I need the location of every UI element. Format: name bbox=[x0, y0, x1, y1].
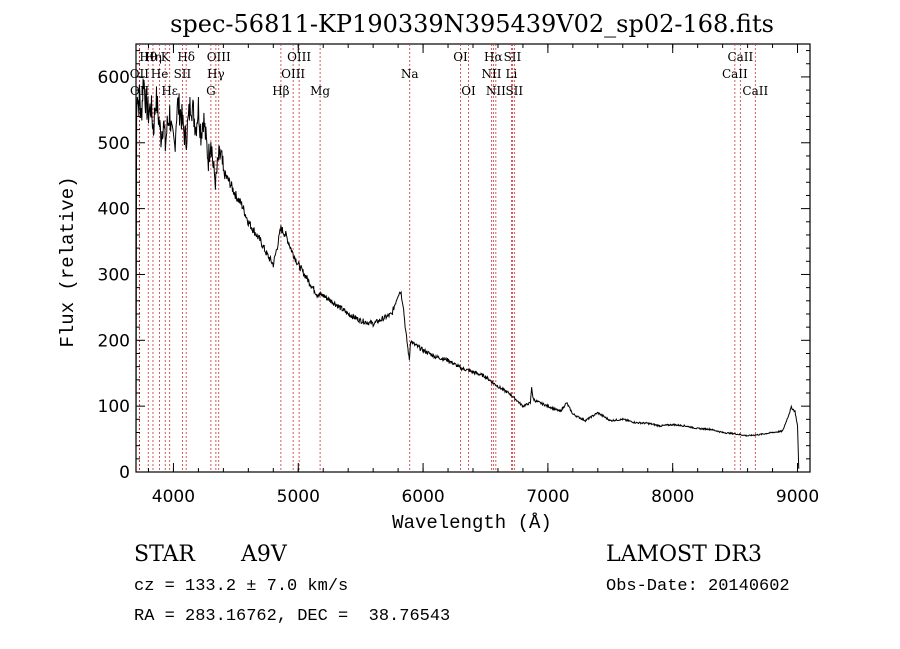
line-label-2: K bbox=[161, 50, 171, 64]
x-tick-label-4: 8000 bbox=[651, 487, 694, 507]
x-tick-label-3: 7000 bbox=[526, 487, 569, 507]
plot-frame bbox=[135, 43, 811, 473]
line-label-0: Hθ bbox=[139, 50, 157, 64]
y-tick-label-1: 100 bbox=[98, 397, 130, 417]
x-tick-label-0: 4000 bbox=[152, 487, 195, 507]
line-label-9: CaII bbox=[727, 50, 753, 64]
line-label-26: SII bbox=[505, 84, 523, 98]
redshift-velocity: cz = 133.2 ± 7.0 km/s bbox=[134, 577, 348, 596]
spectral-line-markers bbox=[138, 44, 756, 472]
line-label-10: OII bbox=[130, 67, 150, 81]
y-axis-ticks: 0 100 200 300 400 500 600 bbox=[98, 50, 810, 483]
object-subclass: A9V bbox=[240, 542, 288, 567]
line-label-20: G bbox=[206, 84, 216, 98]
line-label-12: SII bbox=[174, 67, 192, 81]
line-label-25: NII bbox=[486, 84, 506, 98]
line-label-8: SII bbox=[504, 50, 522, 64]
x-axis-ticks: 4000 5000 6000 7000 8000 9000 bbox=[147, 44, 819, 507]
line-label-15: NII bbox=[481, 67, 501, 81]
spectrum-series bbox=[135, 78, 800, 469]
y-tick-label-6: 600 bbox=[98, 68, 130, 88]
x-axis-label: Wavelength (Å) bbox=[392, 512, 552, 534]
line-label-22: Mg bbox=[310, 84, 330, 98]
line-label-19: Hε bbox=[161, 84, 178, 98]
y-tick-label-3: 300 bbox=[98, 265, 130, 285]
sky-coordinates: RA = 283.16762, DEC = 38.76543 bbox=[134, 607, 450, 626]
y-tick-label-4: 400 bbox=[98, 200, 130, 220]
line-label-23: Na bbox=[401, 67, 419, 81]
line-label-7: Hα bbox=[484, 50, 503, 64]
line-label-24: OI bbox=[461, 84, 476, 98]
line-label-21: Hβ bbox=[272, 84, 289, 98]
line-label-5: OIII bbox=[287, 50, 311, 64]
x-tick-label-2: 6000 bbox=[401, 487, 444, 507]
observation-date: Obs-Date: 20140602 bbox=[606, 577, 790, 596]
x-tick-label-1: 5000 bbox=[277, 487, 320, 507]
line-label-1: Hη bbox=[144, 50, 162, 64]
survey-name: LAMOST DR3 bbox=[606, 542, 762, 567]
line-label-27: CaII bbox=[742, 84, 768, 98]
line-label-14: OIII bbox=[281, 67, 305, 81]
line-label-13: Hγ bbox=[207, 67, 225, 81]
y-tick-label-5: 500 bbox=[98, 134, 130, 154]
line-label-17: CaII bbox=[722, 67, 748, 81]
y-axis-label: Flux (relative) bbox=[57, 176, 79, 347]
line-label-11: He bbox=[151, 67, 169, 81]
y-tick-label-0: 0 bbox=[119, 463, 130, 483]
line-label-6: OI bbox=[453, 50, 468, 64]
object-class: STAR bbox=[134, 542, 196, 567]
line-label-16: Li bbox=[506, 67, 518, 81]
x-tick-label-5: 9000 bbox=[776, 487, 819, 507]
line-label-3: Hδ bbox=[177, 50, 195, 64]
y-tick-label-2: 200 bbox=[98, 331, 130, 351]
chart-title: spec-56811-KP190339N395439V02_sp02-168.f… bbox=[170, 10, 774, 38]
line-label-4: OIII bbox=[207, 50, 231, 64]
spectrum-line bbox=[135, 78, 800, 469]
